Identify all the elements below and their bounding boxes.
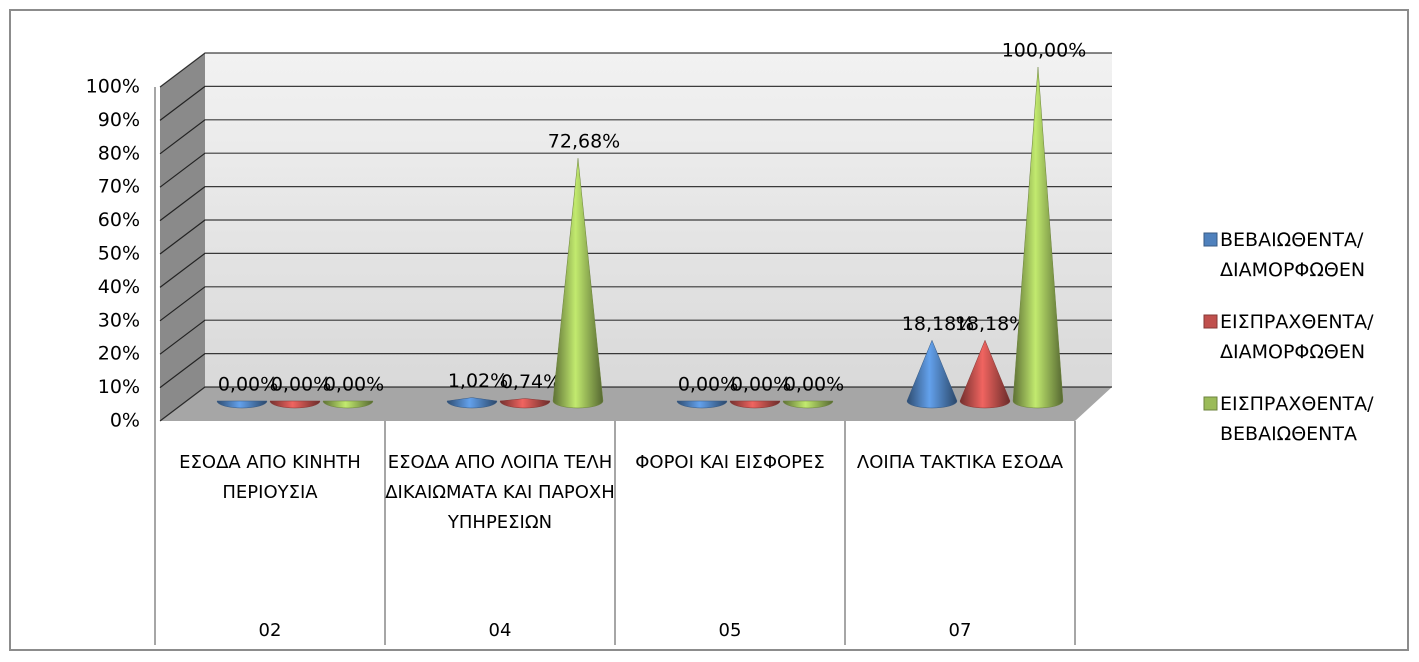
y-tick-label: 100% xyxy=(86,76,140,98)
grid-line xyxy=(159,119,1112,155)
value-label: 100,00% xyxy=(1002,40,1087,62)
y-tick-label: 20% xyxy=(98,343,140,365)
legend-swatch xyxy=(1203,314,1218,329)
y-tick-label: 30% xyxy=(98,309,140,331)
x-tick-code: 05 xyxy=(718,620,742,641)
cone xyxy=(782,400,834,409)
x-tick-code: 07 xyxy=(948,620,972,641)
cone xyxy=(729,400,781,409)
cone xyxy=(906,339,958,409)
x-tick-label: ΦΟΡΟΙ ΚΑΙ ΕΙΣΦΟΡΕΣ xyxy=(635,452,825,473)
y-tick-label: 10% xyxy=(98,376,140,398)
value-label: 0,00% xyxy=(731,374,791,396)
cone xyxy=(322,400,374,409)
value-label: 0,00% xyxy=(678,374,738,396)
cone xyxy=(959,339,1011,409)
value-label: 0,00% xyxy=(218,374,278,396)
legend-line: ΒΕΒΑΙΩΘΕΝΤΑ/ xyxy=(1220,229,1364,251)
value-label: 72,68% xyxy=(548,131,620,153)
y-tick-label: 50% xyxy=(98,243,140,265)
grid-line xyxy=(159,219,1112,255)
grid-line xyxy=(159,52,1112,88)
cone xyxy=(552,158,604,409)
legend-swatch xyxy=(1203,396,1218,411)
cone xyxy=(1012,66,1064,409)
legend-line: ΔΙΑΜΟΡΦΩΘΕΝ xyxy=(1220,259,1365,281)
x-tick-code: 04 xyxy=(488,620,512,641)
legend-line: ΕΙΣΠΡΑΧΘΕΝΤΑ/ xyxy=(1220,311,1374,333)
cone xyxy=(269,400,321,409)
grid-line xyxy=(159,186,1112,222)
legend-label: ΕΙΣΠΡΑΧΘΕΝΤΑ/ΒΕΒΑΙΩΘΕΝΤΑ xyxy=(1220,393,1374,445)
grid-line xyxy=(159,286,1112,322)
value-label: 0,00% xyxy=(271,374,331,396)
x-tick-label: ΕΣΟΔΑ ΑΠΟ ΛΟΙΠΑ ΤΕΛΗ ΔΙΚΑΙΩΜΑΤΑ ΚΑΙ ΠΑΡΟ… xyxy=(385,452,615,533)
cone xyxy=(499,398,551,409)
grid-line xyxy=(159,252,1112,288)
legend-line: ΕΙΣΠΡΑΧΘΕΝΤΑ/ xyxy=(1220,393,1374,415)
legend-swatch xyxy=(1203,232,1218,247)
value-label: 1,02% xyxy=(448,370,508,392)
grid-line xyxy=(159,85,1112,121)
floor xyxy=(160,387,1112,421)
grid-line xyxy=(159,152,1112,188)
legend-label: ΒΕΒΑΙΩΘΕΝΤΑ/ΔΙΑΜΟΡΦΩΘΕΝ xyxy=(1220,229,1365,281)
cone xyxy=(446,397,498,409)
legend-label: ΕΙΣΠΡΑΧΘΕΝΤΑ/ΔΙΑΜΟΡΦΩΘΕΝ xyxy=(1220,311,1374,363)
y-tick-label: 0% xyxy=(110,410,140,432)
y-tick-label: 40% xyxy=(98,276,140,298)
y-tick-label: 60% xyxy=(98,209,140,231)
x-tick-code: 02 xyxy=(258,620,282,641)
cone xyxy=(676,400,728,409)
legend-line: ΒΕΒΑΙΩΘΕΝΤΑ xyxy=(1220,423,1357,445)
y-tick-label: 70% xyxy=(98,176,140,198)
value-label: 18,18% xyxy=(955,313,1027,335)
grid-line xyxy=(159,319,1112,355)
value-label: 0,00% xyxy=(784,374,844,396)
y-tick-label: 90% xyxy=(98,109,140,131)
value-label: 0,00% xyxy=(324,374,384,396)
y-tick-label: 80% xyxy=(98,142,140,164)
value-label: 0,74% xyxy=(501,371,561,393)
legend-line: ΔΙΑΜΟΡΦΩΘΕΝ xyxy=(1220,341,1365,363)
cone xyxy=(216,400,268,409)
x-tick-label: ΛΟΙΠΑ ΤΑΚΤΙΚΑ ΕΣΟΔΑ xyxy=(856,452,1064,473)
grid-line xyxy=(159,386,1112,422)
value-label: 18,18% xyxy=(902,313,974,335)
x-tick-label: ΕΣΟΔΑ ΑΠΟ ΚΙΝΗΤΗ ΠΕΡΙΟΥΣΙΑ xyxy=(179,452,361,503)
grid-line xyxy=(159,353,1112,389)
